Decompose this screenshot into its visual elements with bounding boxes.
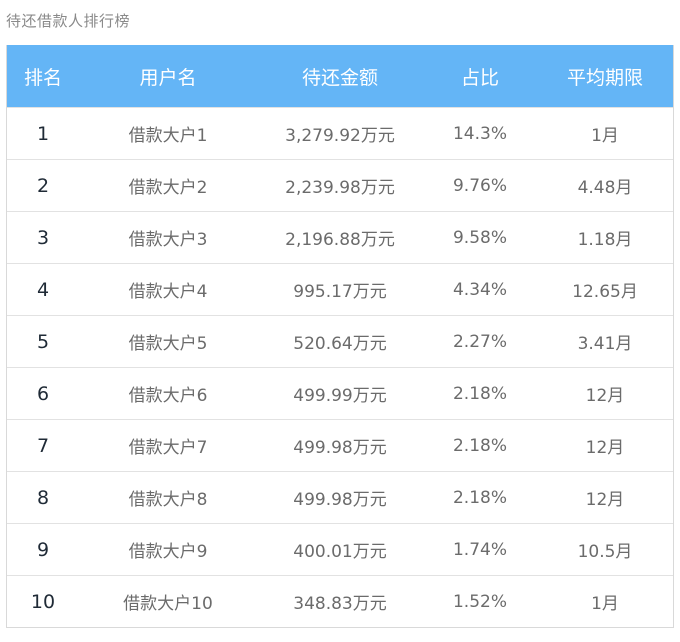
table-row: 7 借款大户7 499.98万元 2.18% 12月 <box>7 419 673 471</box>
period-cell: 4.48月 <box>577 178 633 198</box>
user-cell: 借款大户9 <box>128 542 208 562</box>
amount-cell: 3,279.92万元 <box>285 126 395 146</box>
table-row: 1 借款大户1 3,279.92万元 14.3% 1月 <box>7 107 673 159</box>
section-title: 待还借款人排行榜 <box>6 12 131 30</box>
period-cell: 10.5月 <box>577 542 633 562</box>
user-cell: 借款大户7 <box>128 438 208 458</box>
table-header-row: 排名 用户名 待还金额 占比 平均期限 <box>7 45 673 107</box>
user-cell: 借款大户6 <box>128 386 208 406</box>
table-row: 4 借款大户4 995.17万元 4.34% 12.65月 <box>7 263 673 315</box>
period-cell: 12月 <box>585 490 625 510</box>
table-row: 5 借款大户5 520.64万元 2.27% 3.41月 <box>7 315 673 367</box>
ratio-cell: 4.34% <box>452 279 507 300</box>
rank-cell: 1 <box>36 122 50 145</box>
period-cell: 3.41月 <box>577 334 633 354</box>
table-row: 9 借款大户9 400.01万元 1.74% 10.5月 <box>7 523 673 575</box>
rank-cell: 5 <box>36 330 50 353</box>
amount-cell: 499.98万元 <box>293 490 387 510</box>
user-cell: 借款大户2 <box>128 178 208 198</box>
period-cell: 12月 <box>585 386 625 406</box>
borrower-ranking-table: 排名 用户名 待还金额 占比 平均期限 1 借款大户1 3,279.92万元 1… <box>6 45 674 628</box>
amount-cell: 348.83万元 <box>293 594 387 614</box>
period-cell: 12月 <box>585 438 625 458</box>
user-cell: 借款大户10 <box>123 594 213 614</box>
user-cell: 借款大户8 <box>128 490 208 510</box>
amount-cell: 520.64万元 <box>293 334 387 354</box>
rank-cell: 6 <box>36 382 50 405</box>
amount-cell: 2,196.88万元 <box>285 230 395 250</box>
amount-cell: 499.99万元 <box>293 386 387 406</box>
ratio-cell: 2.18% <box>452 487 507 508</box>
amount-cell: 400.01万元 <box>293 542 387 562</box>
ratio-cell: 14.3% <box>452 123 507 144</box>
amount-cell: 499.98万元 <box>293 438 387 458</box>
rank-cell: 2 <box>36 174 50 197</box>
ratio-cell: 1.52% <box>452 591 507 612</box>
table-row: 10 借款大户10 348.83万元 1.52% 1月 <box>7 575 673 627</box>
rank-cell: 8 <box>36 486 50 509</box>
rank-cell: 3 <box>36 226 50 249</box>
ratio-cell: 1.74% <box>452 539 507 560</box>
rank-cell: 9 <box>36 538 50 561</box>
ratio-cell: 2.18% <box>452 383 507 404</box>
amount-cell: 995.17万元 <box>293 282 387 302</box>
table-row: 3 借款大户3 2,196.88万元 9.58% 1.18月 <box>7 211 673 263</box>
amount-cell: 2,239.98万元 <box>285 178 395 198</box>
table-row: 8 借款大户8 499.98万元 2.18% 12月 <box>7 471 673 523</box>
rank-cell: 4 <box>36 278 50 301</box>
column-header-amount: 待还金额 <box>301 66 378 89</box>
column-header-ratio: 占比 <box>460 66 499 89</box>
column-header-user: 用户名 <box>139 66 197 89</box>
ratio-cell: 2.27% <box>452 331 507 352</box>
period-cell: 1.18月 <box>577 230 633 250</box>
rank-cell: 10 <box>30 590 56 613</box>
ratio-cell: 9.76% <box>452 175 507 196</box>
period-cell: 1月 <box>591 594 619 614</box>
column-header-period: 平均期限 <box>566 66 643 89</box>
user-cell: 借款大户1 <box>128 126 208 146</box>
table-row: 2 借款大户2 2,239.98万元 9.76% 4.48月 <box>7 159 673 211</box>
user-cell: 借款大户3 <box>128 230 208 250</box>
column-header-rank: 排名 <box>23 66 62 89</box>
user-cell: 借款大户5 <box>128 334 208 354</box>
period-cell: 1月 <box>591 126 619 146</box>
rank-cell: 7 <box>36 434 50 457</box>
ratio-cell: 9.58% <box>452 227 507 248</box>
period-cell: 12.65月 <box>572 282 638 302</box>
user-cell: 借款大户4 <box>128 282 208 302</box>
ratio-cell: 2.18% <box>452 435 507 456</box>
table-row: 6 借款大户6 499.99万元 2.18% 12月 <box>7 367 673 419</box>
